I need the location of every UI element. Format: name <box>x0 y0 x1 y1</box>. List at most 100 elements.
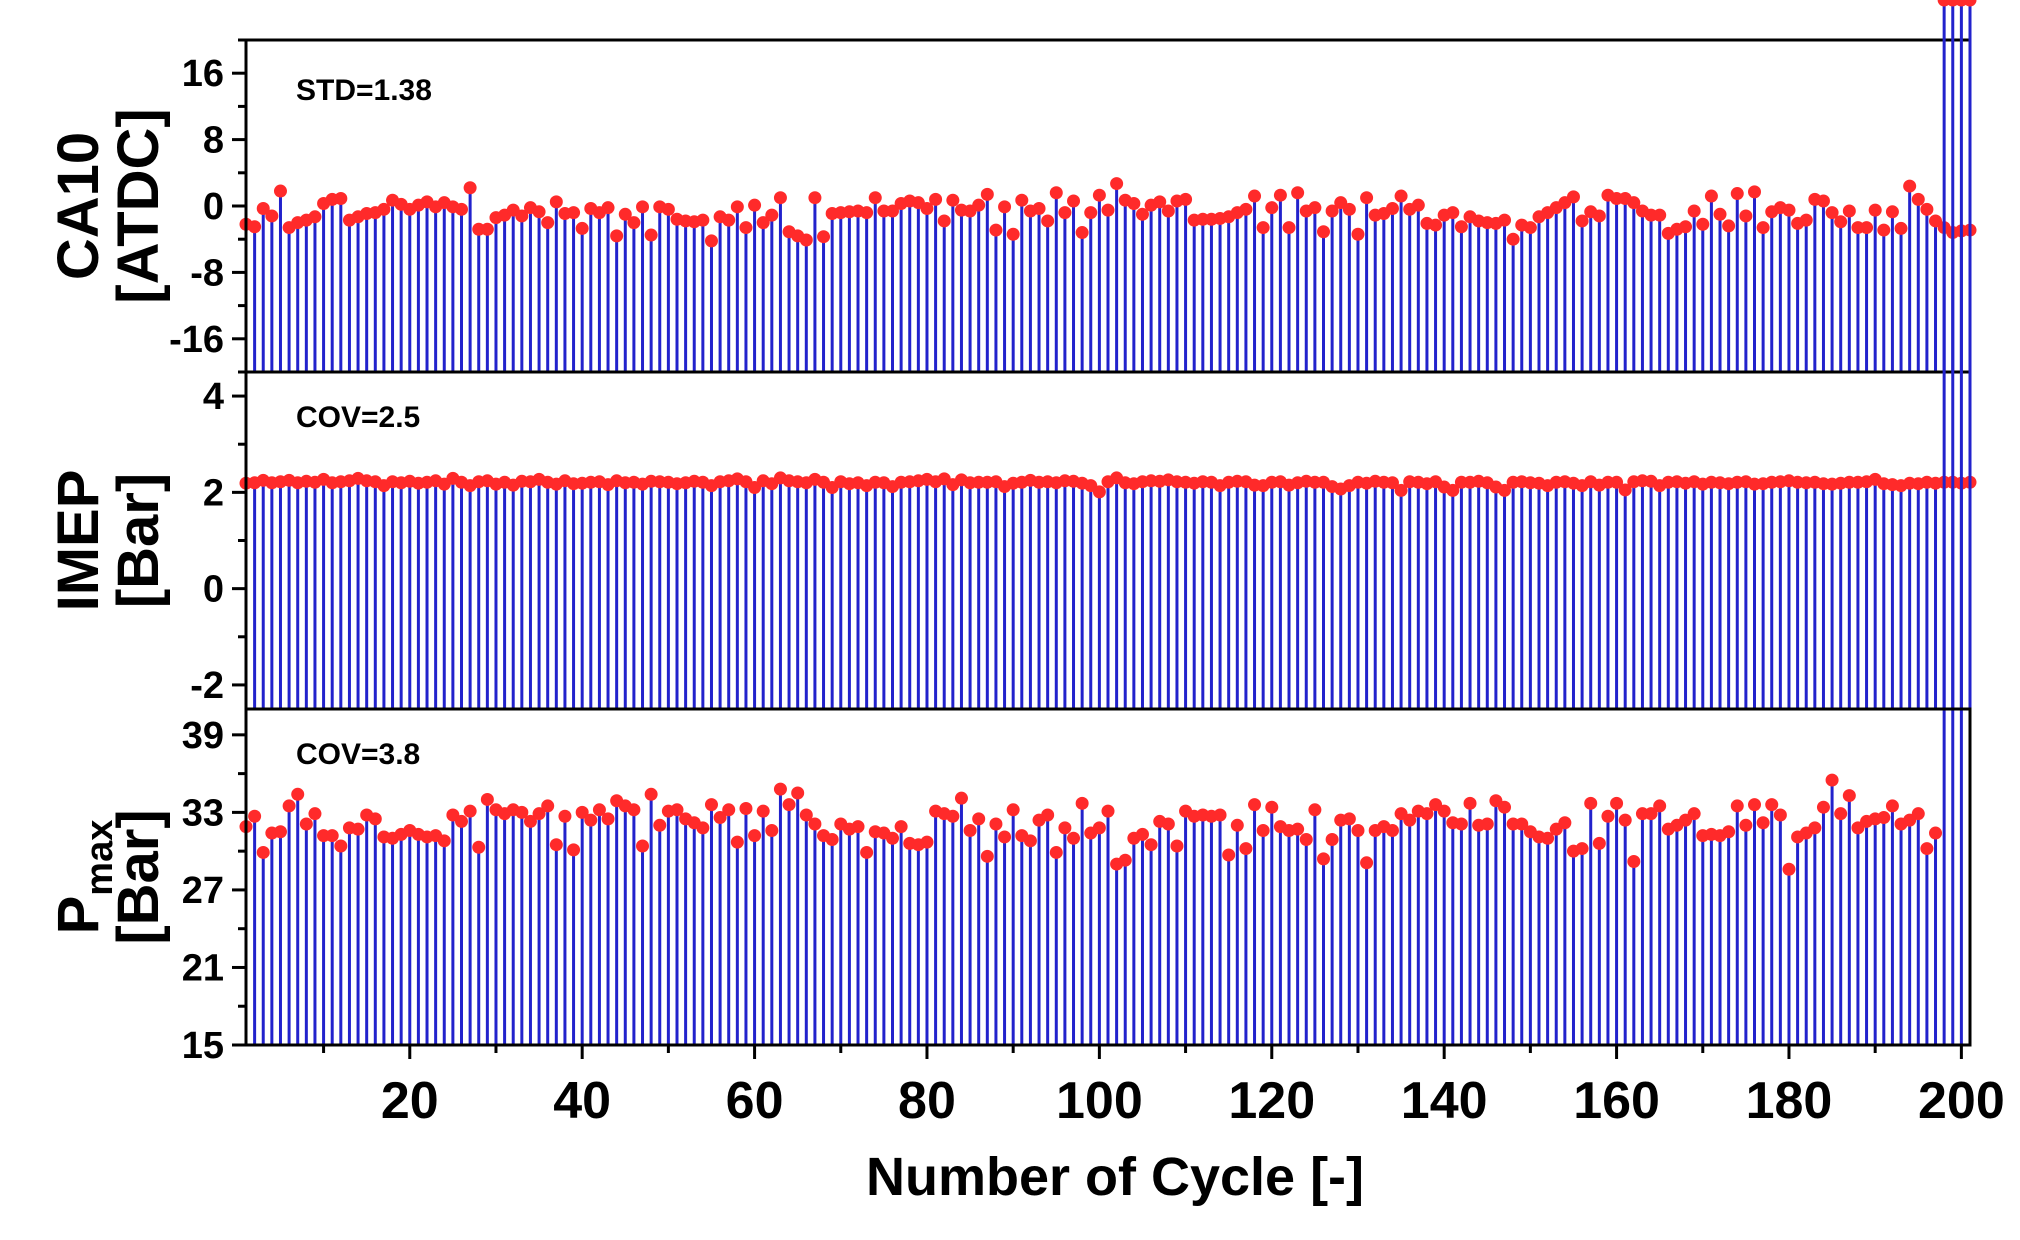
data-point <box>1308 201 1322 215</box>
data-point <box>1110 177 1124 191</box>
data-point <box>868 191 882 205</box>
data-point <box>532 205 546 219</box>
data-point <box>1885 799 1899 813</box>
data-point <box>1446 206 1460 220</box>
data-point <box>799 808 813 822</box>
data-point <box>739 221 753 235</box>
data-point <box>817 230 831 244</box>
data-point <box>851 820 865 834</box>
data-point <box>1463 796 1477 810</box>
data-point <box>1644 807 1658 821</box>
data-point <box>1506 232 1520 246</box>
data-point <box>1351 823 1365 837</box>
data-point <box>1273 188 1287 202</box>
data-point <box>325 829 339 843</box>
x-tick-label: 140 <box>1401 1072 1488 1130</box>
data-point <box>1894 221 1908 235</box>
data-point <box>980 187 994 201</box>
data-point <box>1782 203 1796 217</box>
data-point <box>515 805 529 819</box>
data-point <box>334 839 348 853</box>
data-point <box>1860 221 1874 235</box>
data-point <box>248 220 262 234</box>
data-point <box>1360 191 1374 205</box>
data-point <box>1816 194 1830 208</box>
data-point <box>894 820 908 834</box>
data-point <box>636 839 650 853</box>
data-point <box>1868 203 1882 217</box>
data-point <box>1825 206 1839 220</box>
data-point <box>1222 848 1236 862</box>
data-point <box>1084 206 1098 220</box>
data-point <box>1023 834 1037 848</box>
x-tick-label: 120 <box>1228 1072 1315 1130</box>
data-point <box>1394 483 1408 497</box>
data-point <box>730 200 744 214</box>
data-point <box>1092 485 1106 499</box>
data-point <box>1498 483 1512 497</box>
data-point <box>1696 217 1710 231</box>
y-tick-label: 4 <box>203 376 224 418</box>
data-point <box>1248 189 1262 203</box>
data-point <box>1454 817 1468 831</box>
data-point <box>549 195 563 209</box>
data-point <box>636 200 650 214</box>
data-point <box>1748 798 1761 812</box>
data-point <box>1929 826 1943 840</box>
data-point <box>1153 195 1167 209</box>
data-point <box>299 817 313 831</box>
data-point <box>748 198 762 212</box>
data-point <box>1239 202 1253 216</box>
data-point <box>799 233 813 247</box>
data-point <box>273 184 287 198</box>
data-point <box>1239 842 1253 856</box>
data-point <box>972 812 986 826</box>
data-point <box>756 804 770 818</box>
data-point <box>1566 190 1580 204</box>
data-point <box>1265 800 1279 814</box>
data-point <box>480 792 494 806</box>
data-point <box>1092 821 1106 835</box>
x-tick-label: 60 <box>726 1072 784 1130</box>
data-point <box>1092 188 1106 202</box>
data-point <box>1773 808 1787 822</box>
data-point <box>472 840 486 854</box>
data-point <box>765 823 779 837</box>
data-point <box>1049 186 1063 200</box>
data-point <box>1575 842 1589 856</box>
plot-frame <box>244 707 1972 1047</box>
data-point <box>954 791 968 805</box>
data-point <box>1360 856 1374 870</box>
data-point <box>722 803 736 817</box>
data-point <box>1498 800 1512 814</box>
data-point <box>704 234 718 248</box>
data-point <box>1101 203 1115 217</box>
data-point <box>351 822 365 836</box>
data-point <box>1403 813 1417 827</box>
annotation-imep: COV=2.5 <box>296 401 420 434</box>
data-point <box>1317 225 1330 239</box>
data-point <box>1592 836 1606 850</box>
x-tick-label: 20 <box>381 1072 439 1130</box>
stems-imep <box>244 477 1972 709</box>
data-point <box>1394 189 1408 203</box>
data-point <box>1161 817 1175 831</box>
y-axis-label-imep: IMEP <box>46 470 111 612</box>
data-point <box>1067 831 1081 845</box>
y-tick-label: 33 <box>182 792 224 834</box>
data-point <box>1351 227 1365 241</box>
data-point <box>1903 179 1917 193</box>
data-point <box>567 206 581 220</box>
data-point <box>1808 821 1822 835</box>
markers-imep <box>239 471 1977 499</box>
data-point <box>1317 852 1330 866</box>
y-tick-label: 16 <box>182 53 224 95</box>
data-point <box>713 811 727 825</box>
data-point <box>886 204 899 218</box>
data-point <box>601 812 615 826</box>
data-point <box>998 830 1012 844</box>
data-point <box>1687 204 1701 218</box>
x-tick-label: 100 <box>1056 1072 1143 1130</box>
